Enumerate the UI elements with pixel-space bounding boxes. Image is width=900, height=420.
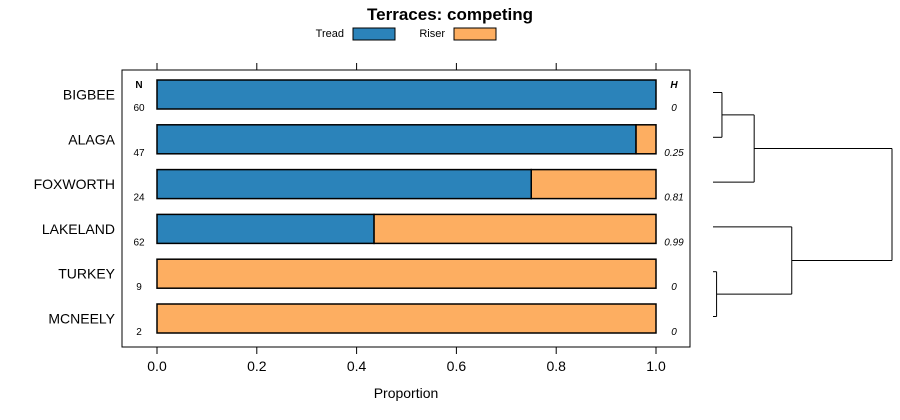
- legend-label-tread: Tread: [316, 28, 344, 40]
- legend-swatch-tread: [352, 27, 396, 41]
- x-tick-label: 0.6: [447, 358, 467, 374]
- chart-title: Terraces: competing: [367, 5, 533, 24]
- h-value-bigbee: 0: [671, 103, 677, 114]
- category-label-bigbee: BIGBEE: [63, 87, 115, 103]
- x-axis-label: Proportion: [374, 385, 439, 401]
- bar-alaga-tread: [156, 124, 637, 155]
- h-header: H: [670, 80, 678, 91]
- bar-alaga-riser: [635, 124, 657, 155]
- plot-panel: [121, 69, 691, 348]
- x-tick-label: 0.8: [546, 358, 566, 374]
- h-value-turkey: 0: [671, 282, 677, 293]
- x-tick-label: 0.0: [147, 358, 167, 374]
- category-label-mcneely: MCNEELY: [48, 311, 115, 327]
- legend-label-riser: Riser: [419, 28, 445, 40]
- bars-layer: [156, 79, 657, 334]
- bar-bigbee-tread: [156, 79, 657, 110]
- category-label-foxworth: FOXWORTH: [34, 176, 115, 192]
- category-label-turkey: TURKEY: [58, 266, 115, 282]
- h-value-foxworth: 0.81: [664, 193, 683, 204]
- n-value-bigbee: 60: [133, 103, 145, 114]
- h-values: 0 0.25 0.81 0.99 0 0: [664, 103, 684, 338]
- bar-lakeland-riser: [373, 213, 657, 245]
- n-header: N: [135, 80, 142, 91]
- category-label-alaga: ALAGA: [68, 131, 115, 147]
- h-value-mcneely: 0: [671, 327, 677, 338]
- bar-foxworth-riser: [530, 168, 657, 200]
- legend-swatch-riser: [453, 27, 497, 41]
- legend: Tread Riser: [316, 27, 497, 41]
- category-labels: BIGBEE ALAGA FOXWORTH LAKELAND TURKEY MCNEELY: [34, 87, 116, 327]
- x-tick-label: 0.2: [247, 358, 267, 374]
- bar-turkey-riser: [156, 258, 657, 289]
- h-value-lakeland: 0.99: [664, 237, 684, 248]
- n-value-foxworth: 24: [133, 193, 145, 204]
- category-label-lakeland: LAKELAND: [42, 221, 115, 237]
- x-tick-label: 1.0: [646, 358, 666, 374]
- bar-foxworth-tread: [156, 168, 532, 200]
- n-value-lakeland: 62: [133, 237, 145, 248]
- n-value-turkey: 9: [136, 282, 142, 293]
- n-value-alaga: 47: [133, 148, 145, 159]
- x-tick-label: 0.4: [347, 358, 367, 374]
- n-value-mcneely: 2: [136, 327, 142, 338]
- bar-mcneely-riser: [156, 303, 657, 334]
- n-values: 60 47 24 62 9 2: [133, 103, 145, 338]
- bar-lakeland-tread: [156, 213, 375, 245]
- x-axis: 0.0 0.2 0.4 0.6 0.8 1.0: [147, 63, 666, 374]
- h-value-alaga: 0.25: [664, 148, 684, 159]
- dendrogram: [713, 92, 893, 317]
